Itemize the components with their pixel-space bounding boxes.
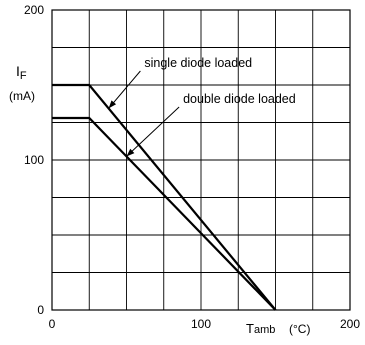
y-tick-label: 0 — [37, 303, 44, 317]
annotation-leader — [108, 70, 141, 109]
x-tick-label: 100 — [191, 317, 211, 331]
annotation-arrowhead — [126, 148, 135, 157]
annotation-arrowhead — [108, 100, 117, 109]
tick-labels: 0 100 200 0 100 200 — [24, 3, 360, 331]
x-axis-unit: (°C) — [289, 322, 310, 336]
annotation-leader — [126, 106, 180, 157]
x-tick-label: 200 — [340, 317, 360, 331]
series-line-double-diode-loaded — [52, 116, 277, 311]
series-group — [52, 83, 277, 311]
y-axis-unit: (mA) — [9, 89, 35, 103]
x-tick-label: 0 — [49, 317, 56, 331]
grid — [52, 10, 350, 310]
annotation-label: double diode loaded — [183, 92, 296, 106]
annotations: single diode loaded double diode loaded — [108, 56, 296, 157]
annotation-label: single diode loaded — [144, 56, 252, 70]
y-axis-label: IF — [16, 63, 27, 82]
y-tick-label: 100 — [24, 153, 44, 167]
y-tick-label: 200 — [24, 3, 44, 17]
x-axis-label: Tamb — [246, 321, 275, 336]
plot-frame — [51, 9, 351, 311]
series-line-single-diode-loaded — [52, 83, 277, 311]
